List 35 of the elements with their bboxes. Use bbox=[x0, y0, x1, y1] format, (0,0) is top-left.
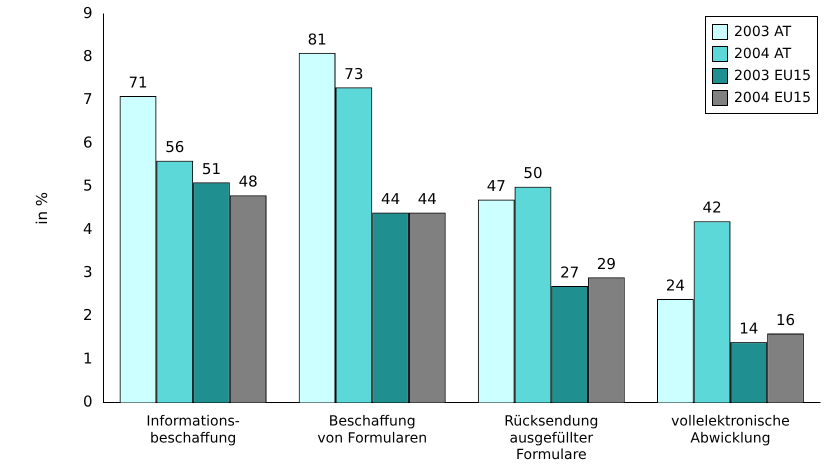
annotation: 81 bbox=[308, 30, 327, 48]
annotation: 51 bbox=[202, 160, 222, 178]
y-tick-label: 1 bbox=[82, 349, 93, 368]
legend-label: 2004 EU15 bbox=[733, 89, 811, 108]
legend-label: 2003 EU15 bbox=[733, 67, 811, 86]
annotation: 48 bbox=[238, 172, 258, 191]
y-tick-label: 9 bbox=[82, 4, 93, 22]
annotation: 14 bbox=[739, 320, 758, 338]
annotation: 27 bbox=[560, 263, 580, 282]
legend-label: 2003 AT bbox=[733, 23, 792, 42]
annotation: 29 bbox=[596, 254, 616, 273]
y-tick-label: 2 bbox=[82, 306, 93, 324]
annotation: 71 bbox=[128, 73, 148, 92]
legend-label: 2004 AT bbox=[733, 45, 792, 64]
annotation: 47 bbox=[486, 177, 506, 196]
y-tick-label: 8 bbox=[82, 47, 93, 66]
y-axis-title: in % bbox=[32, 192, 51, 225]
annotation: 50 bbox=[523, 164, 543, 182]
y-tick-label: 3 bbox=[82, 262, 93, 281]
annotation: 56 bbox=[165, 138, 184, 156]
annotation: 73 bbox=[344, 64, 364, 83]
annotation: 44 bbox=[381, 190, 400, 208]
annotation: 24 bbox=[666, 276, 685, 294]
annotation: 16 bbox=[776, 310, 796, 329]
x-tick-label: Rücksendung ausgefüllter Formulare bbox=[504, 414, 598, 464]
y-tick-label: 6 bbox=[82, 133, 93, 152]
x-tick-label: vollelektronische Abwicklung bbox=[671, 414, 790, 446]
y-tick-label: 4 bbox=[82, 220, 93, 238]
x-tick-label: Informations- beschaffung bbox=[146, 414, 240, 446]
y-tick-label: 7 bbox=[82, 90, 93, 108]
y-tick-label: 0 bbox=[82, 392, 93, 410]
annotation: 44 bbox=[418, 190, 437, 208]
y-tick-label: 5 bbox=[82, 176, 93, 195]
x-tick-label: Beschaffung von Formularen bbox=[317, 414, 428, 446]
annotation: 42 bbox=[702, 198, 722, 217]
